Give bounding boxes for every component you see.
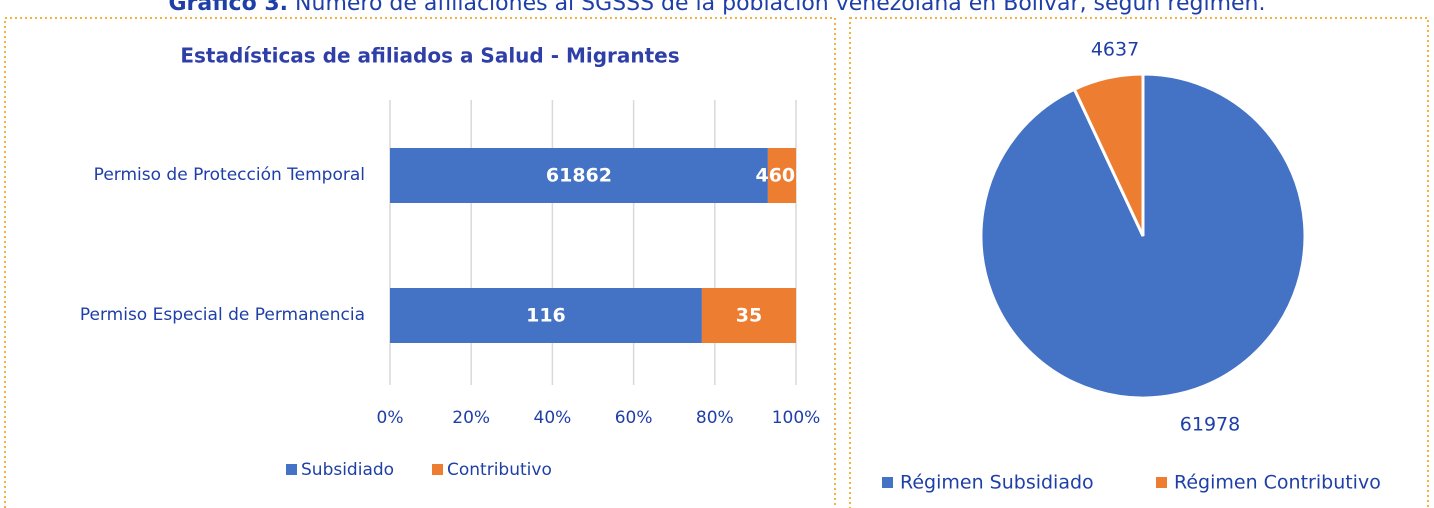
legend-label: Régimen Subsidiado (900, 472, 1094, 494)
x-tick-label: 20% (452, 408, 490, 428)
legend-swatch (432, 464, 443, 475)
legend-label: Subsidiado (301, 460, 394, 480)
data-label: 61978 (1180, 414, 1240, 436)
x-tick-label: 60% (615, 408, 653, 428)
data-label: 35 (736, 305, 762, 327)
bar-segment (390, 288, 702, 343)
data-label: 61862 (546, 165, 612, 187)
bar-segment (390, 148, 768, 203)
category-label: Permiso Especial de Permanencia (80, 305, 365, 325)
caption: Gráfico 3. Número de afiliaciones al SGS… (169, 0, 1266, 16)
legend-label: Régimen Contributivo (1174, 472, 1381, 494)
right-frame (849, 17, 1429, 508)
legend-label: Contributivo (447, 460, 552, 480)
bar-segment (767, 148, 796, 203)
x-tick-label: 80% (696, 408, 734, 428)
pie-slice (1072, 72, 1145, 237)
x-tick-label: 40% (534, 408, 572, 428)
data-label: 116 (526, 305, 566, 327)
category-label: Permiso de Protección Temporal (94, 165, 365, 185)
left-frame (4, 17, 836, 508)
legend-swatch (882, 477, 893, 488)
bar-segment (701, 288, 796, 343)
caption-label: Gráfico 3. (169, 0, 289, 16)
data-label: 4637 (1091, 39, 1139, 61)
chart-title: Estadísticas de afiliados a Salud - Migr… (180, 44, 679, 68)
data-label: 4602 (755, 165, 808, 187)
x-tick-label: 0% (377, 408, 404, 428)
caption-text: Número de afiliaciones al SGSSS de la po… (295, 0, 1265, 16)
legend-swatch (1156, 477, 1167, 488)
x-tick-label: 100% (772, 408, 821, 428)
legend-swatch (286, 464, 297, 475)
